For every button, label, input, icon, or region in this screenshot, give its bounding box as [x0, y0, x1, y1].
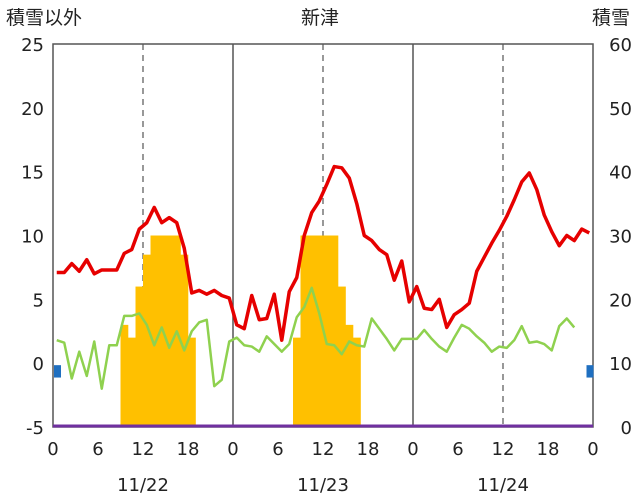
snow-bar	[323, 235, 331, 427]
snow-bar	[180, 254, 189, 427]
wind-series	[56, 286, 576, 390]
wind-line	[56, 286, 576, 390]
x-tick-label: 0	[587, 439, 598, 460]
x-tick-label: 18	[357, 439, 380, 460]
x-tick-label: 12	[132, 439, 155, 460]
right-tick-label: 50	[609, 99, 632, 120]
snow-bar	[345, 324, 354, 427]
date-label: 11/24	[477, 475, 529, 496]
date-label: 11/22	[117, 475, 169, 496]
snow-bar	[308, 235, 316, 427]
x-tick-label: 18	[177, 439, 200, 460]
x-tick-label: 0	[227, 439, 238, 460]
x-tick-label: 12	[312, 439, 335, 460]
left-tick-label: 0	[33, 354, 44, 375]
snow-bar	[150, 235, 159, 427]
x-tick-label: 12	[492, 439, 515, 460]
snow-bar	[353, 337, 361, 427]
plot-frame	[52, 43, 594, 428]
snow-bar	[188, 337, 196, 427]
left-tick-label: 25	[21, 35, 44, 56]
snow-bar	[143, 254, 151, 427]
right-tick-label: 30	[609, 227, 632, 248]
x-tick-label: 0	[407, 439, 418, 460]
right-tick-label: 40	[609, 163, 632, 184]
snow-bar	[120, 324, 129, 427]
left-tick-label: 15	[21, 163, 44, 184]
snow-bar	[338, 286, 346, 427]
temperature-series	[56, 164, 591, 342]
precip-marker	[54, 365, 61, 378]
x-tick-label: 18	[537, 439, 560, 460]
date-label: 11/23	[297, 475, 349, 496]
right-tick-label: 60	[609, 35, 632, 56]
x-tick-label: 6	[272, 439, 283, 460]
snow-bar	[300, 235, 309, 427]
right-tick-label: 20	[609, 290, 632, 311]
x-tick-label: 6	[452, 439, 463, 460]
snow-bar	[135, 286, 144, 427]
x-tick-label: 0	[47, 439, 58, 460]
snow-bar	[315, 235, 324, 427]
left-tick-label: -5	[26, 418, 44, 439]
left-axis-label: 積雪以外	[6, 7, 82, 29]
snow-bar	[293, 337, 301, 427]
right-axis-label: 積雪	[592, 7, 630, 29]
snow-bar	[330, 235, 339, 427]
snow-bar	[128, 337, 136, 427]
right-tick-label: 0	[621, 418, 632, 439]
right-tick-label: 10	[609, 354, 632, 375]
chart-title: 新津	[301, 7, 339, 29]
snow-bar	[165, 235, 174, 427]
x-tick-label: 6	[92, 439, 103, 460]
left-tick-label: 5	[33, 290, 44, 311]
left-tick-label: 20	[21, 99, 44, 120]
temperature-line	[56, 164, 591, 342]
precip-markers	[54, 365, 594, 378]
left-tick-label: 10	[21, 227, 44, 248]
precip-marker	[586, 365, 594, 378]
